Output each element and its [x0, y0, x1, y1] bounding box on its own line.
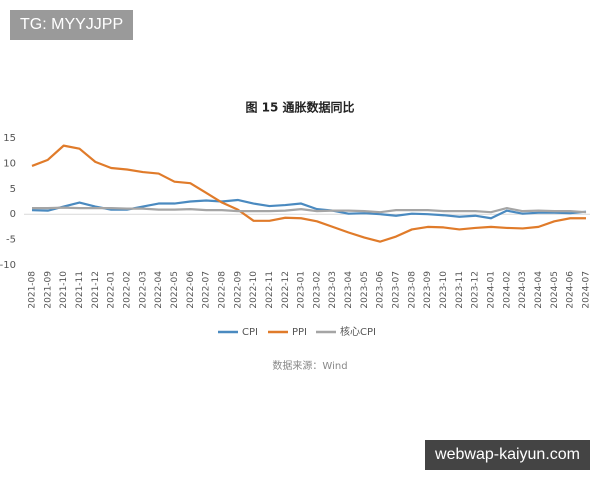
x-tick-label: 2022-11 — [265, 271, 275, 309]
x-tick-label: 2022-08 — [217, 271, 227, 309]
x-tick-label: 2022-03 — [138, 271, 148, 309]
x-tick-label: 2022-02 — [122, 271, 132, 309]
legend-label: PPI — [292, 327, 307, 338]
source: 数据来源：Wind — [272, 359, 347, 372]
chart-title: 图 15 通胀数据同比 — [245, 100, 354, 115]
x-tick-label: 2023-02 — [312, 271, 322, 309]
watermark: webwap-kaiyun.com — [425, 440, 590, 470]
x-tick-label: 2021-09 — [43, 271, 53, 309]
x-tick-label: 2024-03 — [518, 271, 528, 309]
y-tick-label: -5 — [6, 235, 16, 246]
x-tick-label: 2022-05 — [170, 271, 180, 309]
x-tick-label: 2022-12 — [281, 271, 291, 309]
x-tick-label: 2023-08 — [407, 271, 417, 309]
x-tick-label: 2022-04 — [154, 271, 164, 309]
line-series — [31, 144, 586, 243]
x-tick-label: 2023-01 — [297, 271, 307, 309]
x-tick-label: 2022-09 — [233, 271, 243, 309]
x-tick-label: 2023-06 — [376, 271, 386, 309]
x-tick-label: 2022-06 — [186, 271, 196, 309]
y-tick-label: 5 — [10, 184, 16, 195]
x-tick-label: 2022-10 — [249, 271, 259, 309]
legend-label: 核心CPI — [340, 325, 376, 338]
x-tick-label: 2023-04 — [344, 271, 354, 309]
x-tick-label: 2024-02 — [502, 271, 512, 309]
x-tick-label: 2021-08 — [28, 271, 38, 309]
y-tick-label: 15 — [3, 133, 16, 144]
x-tick-label: 2023-07 — [392, 271, 402, 309]
x-tick-label: 2021-11 — [75, 271, 85, 309]
y-tick-label: 10 — [3, 158, 16, 169]
x-tick-label: 2021-12 — [91, 271, 101, 309]
x-tick-label: 2024-01 — [487, 271, 497, 309]
x-tick-label: 2024-06 — [566, 271, 576, 309]
watermark: TG: MYYJJPP — [10, 10, 134, 40]
x-tick-label: 2022-07 — [202, 271, 212, 309]
line-series — [31, 198, 587, 220]
x-tick-label: 2023-03 — [328, 271, 338, 309]
line-series — [32, 206, 587, 214]
x-tick-label: 2024-04 — [534, 271, 544, 309]
y-tick-label: 0 — [10, 209, 16, 220]
x-tick-label: 2023-09 — [423, 271, 433, 309]
legend-label: CPI — [242, 327, 258, 338]
x-tick-label: 2023-11 — [455, 271, 465, 309]
x-tick-label: 2022-01 — [107, 271, 117, 309]
x-tick-label: 2021-10 — [59, 271, 69, 309]
x-tick-label: 2023-05 — [360, 271, 370, 309]
y-tick-label: -10 — [0, 260, 16, 271]
x-tick-label: 2023-10 — [439, 271, 449, 309]
x-tick-label: 2024-07 — [582, 271, 592, 309]
x-tick-label: 2023-12 — [471, 271, 481, 309]
x-tick-label: 2024-05 — [550, 271, 560, 309]
